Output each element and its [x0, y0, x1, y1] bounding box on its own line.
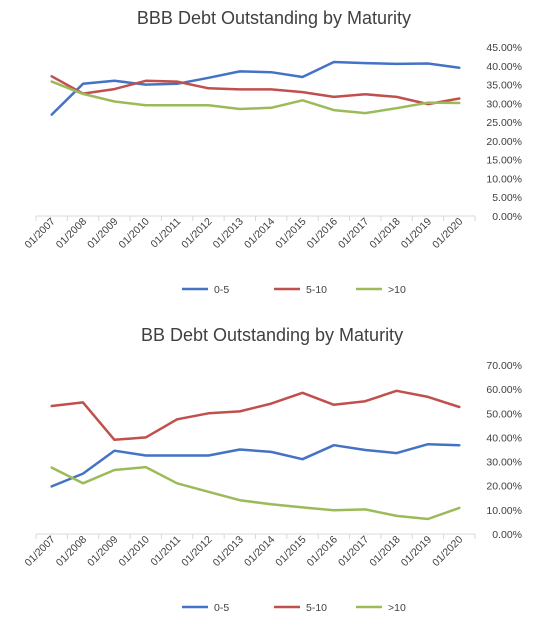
- x-tick-label: 01/2008: [54, 534, 89, 569]
- y-tick-label: 10.00%: [486, 173, 522, 185]
- chart-title: BBB Debt Outstanding by Maturity: [137, 8, 411, 28]
- series-line-510: [50, 389, 461, 442]
- y-tick-label: 20.00%: [486, 136, 522, 148]
- x-tick-label: 01/2014: [242, 534, 277, 569]
- legend-label: >10: [388, 284, 406, 296]
- legend-label: 5-10: [306, 284, 327, 296]
- y-tick-label: 60.00%: [486, 384, 522, 396]
- x-tick-label: 01/2013: [211, 216, 246, 251]
- x-tick-label: 01/2015: [273, 534, 308, 569]
- y-tick-label: 40.00%: [486, 432, 522, 444]
- series-line-510: [50, 75, 461, 106]
- x-tick-label: 01/2015: [273, 216, 308, 251]
- x-tick-label: 01/2016: [305, 534, 340, 569]
- y-tick-label: 20.00%: [486, 481, 522, 493]
- legend-label: 0-5: [214, 284, 229, 296]
- legend-label: 0-5: [214, 602, 229, 614]
- y-tick-label: 70.00%: [486, 360, 522, 372]
- x-tick-label: 01/2009: [85, 534, 120, 569]
- y-tick-label: 40.00%: [486, 61, 522, 73]
- series-line-05: [50, 442, 461, 488]
- x-tick-label: 01/2017: [336, 534, 371, 569]
- chart-2: BB Debt Outstanding by Maturity01/200701…: [22, 325, 522, 614]
- x-tick-label: 01/2007: [22, 216, 57, 251]
- y-tick-label: 45.00%: [486, 42, 522, 54]
- series-line-10: [50, 80, 461, 115]
- x-tick-label: 01/2018: [367, 216, 402, 251]
- x-tick-label: 01/2013: [211, 534, 246, 569]
- legend-label: >10: [388, 602, 406, 614]
- series-line-10: [50, 465, 461, 521]
- x-tick-label: 01/2009: [85, 216, 120, 251]
- x-tick-label: 01/2007: [22, 534, 57, 569]
- chart-1: BBB Debt Outstanding by Maturity01/20070…: [22, 8, 522, 296]
- x-tick-label: 01/2014: [242, 216, 277, 251]
- legend-label: 5-10: [306, 602, 327, 614]
- y-tick-label: 35.00%: [486, 80, 522, 92]
- y-tick-label: 0.00%: [492, 529, 522, 541]
- x-tick-label: 01/2019: [399, 534, 434, 569]
- x-tick-label: 01/2010: [117, 216, 152, 251]
- y-tick-label: 30.00%: [486, 98, 522, 110]
- y-tick-label: 50.00%: [486, 408, 522, 420]
- x-tick-label: 01/2011: [148, 216, 183, 251]
- y-tick-label: 0.00%: [492, 211, 522, 223]
- y-tick-label: 10.00%: [486, 505, 522, 517]
- x-tick-label: 01/2016: [305, 216, 340, 251]
- x-tick-label: 01/2012: [179, 216, 214, 251]
- y-tick-label: 25.00%: [486, 117, 522, 129]
- x-tick-label: 01/2020: [430, 534, 465, 569]
- y-tick-label: 30.00%: [486, 457, 522, 469]
- x-tick-label: 01/2020: [430, 216, 465, 251]
- x-tick-label: 01/2019: [399, 216, 434, 251]
- chart-title: BB Debt Outstanding by Maturity: [141, 325, 403, 345]
- x-tick-label: 01/2011: [148, 534, 183, 569]
- y-tick-label: 5.00%: [492, 192, 522, 204]
- x-tick-label: 01/2018: [367, 534, 402, 569]
- x-tick-label: 01/2008: [54, 216, 89, 251]
- y-tick-label: 15.00%: [486, 155, 522, 167]
- x-tick-label: 01/2012: [179, 534, 214, 569]
- series-line-05: [50, 60, 461, 116]
- x-tick-label: 01/2010: [117, 534, 152, 569]
- x-tick-label: 01/2017: [336, 216, 371, 251]
